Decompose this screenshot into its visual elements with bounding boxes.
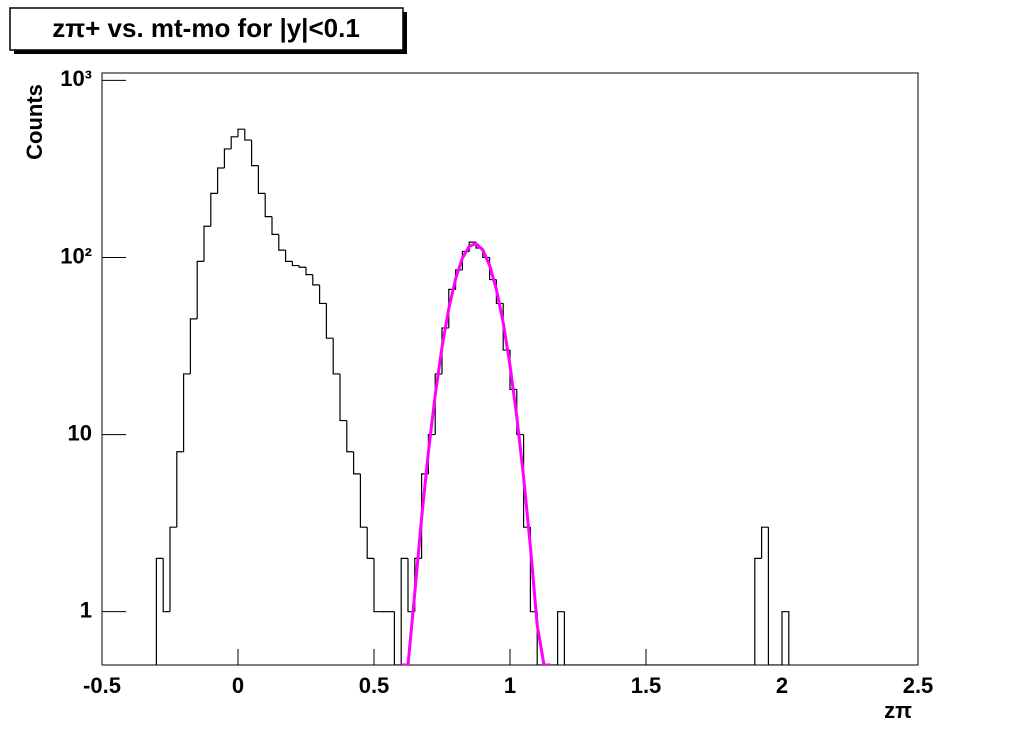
histogram-bin	[312, 274, 320, 286]
histogram-bin	[223, 148, 232, 168]
histogram-bin	[155, 557, 164, 665]
histogram-bin	[767, 527, 776, 665]
histogram-bin	[339, 373, 347, 422]
histogram-bin	[257, 165, 266, 194]
x-tick-label: 2.5	[903, 673, 934, 698]
y-tick-label: 10²	[60, 243, 92, 268]
y-tick-label: 10³	[60, 66, 92, 91]
x-axis-label: zπ	[884, 698, 912, 723]
y-axis-label: Counts	[22, 84, 47, 160]
histogram-bin	[230, 136, 238, 149]
histogram-bin	[196, 260, 204, 319]
histogram-bin	[346, 420, 354, 453]
y-tick-label: 1	[80, 597, 92, 622]
histogram-bin	[400, 557, 408, 665]
histogram-bin	[264, 193, 272, 218]
histogram-bin	[516, 389, 524, 436]
histogram-bin	[291, 261, 300, 267]
histogram-bin	[366, 527, 374, 559]
histogram-bin	[332, 338, 340, 375]
x-tick-label: 0.5	[359, 673, 390, 698]
plot-area	[155, 128, 790, 665]
histogram-bin	[169, 526, 177, 612]
histogram-bin	[359, 473, 368, 528]
histogram-bin	[373, 558, 381, 613]
histogram-bin	[393, 611, 402, 665]
histogram-bin	[162, 558, 170, 613]
histogram-bin	[305, 267, 313, 276]
fit-curve	[401, 241, 551, 665]
histogram-bin	[176, 451, 184, 528]
histogram-bin	[353, 451, 361, 475]
x-tick-label: 1.5	[631, 673, 662, 698]
histogram-bin	[217, 167, 225, 194]
x-tick-label: 2	[776, 673, 788, 698]
histogram-bin	[557, 611, 565, 665]
title-box	[9, 7, 404, 51]
histogram-bin	[278, 234, 286, 251]
x-tick-label: 1	[504, 673, 516, 698]
y-tick-label: 10	[68, 420, 92, 445]
x-tick-label: -0.5	[83, 673, 121, 698]
histogram-bin	[183, 373, 191, 452]
histogram-bin	[285, 250, 293, 262]
histogram-bin	[319, 284, 327, 305]
histogram-bin	[244, 129, 252, 141]
chart-title: zπ+ vs. mt-mo for |y|<0.1	[52, 13, 360, 43]
histogram-bin	[754, 557, 762, 665]
histogram-bin	[210, 192, 218, 227]
x-tick-label: 0	[232, 673, 244, 698]
histogram-bin	[251, 140, 259, 167]
histogram-bin	[237, 128, 245, 137]
histogram-bin	[325, 303, 334, 339]
histogram-bin	[189, 318, 198, 374]
histogram-bin	[298, 265, 306, 268]
histogram-bin	[434, 373, 442, 435]
histogram-bin	[203, 225, 211, 262]
histogram-bin	[761, 526, 769, 559]
histogram-bin	[563, 611, 572, 665]
histogram-bin	[781, 611, 790, 665]
histogram-bin	[271, 216, 279, 235]
